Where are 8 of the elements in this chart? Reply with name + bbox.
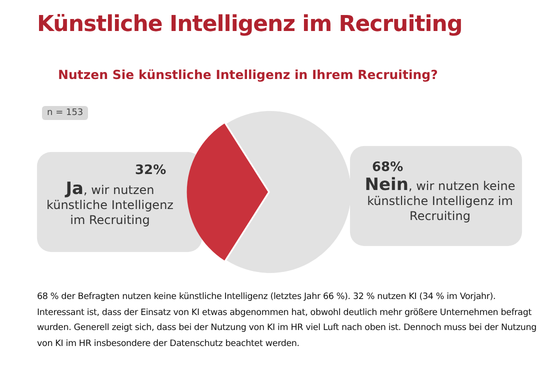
text: 68 % der Befragten nutzen keine künstliche Intelligenz (letztes Jahr 66 %). 32 % nutzen KI (34 % im Vorjahr). Interessant ist, dass der Einsatz von KI etwas abgenommen hat, obwohl deutlich mehr größere Unternehmen befragt wurden. Generell zeigt sich, dass bei der Nutzung von KI im HR viel Luft nach oben ist. Dennoch muss bei der Nutzung von KI im HR insbesondere der Datenschutz beachtet werden. xyxy=(37,291,538,350)
chart-title: Künstliche Intelligenz im Recruiting xyxy=(37,12,462,37)
slice-label: Ja, wir nutzen künstliche Intelligenz im Recruiting xyxy=(46,179,174,228)
text: n = 153 xyxy=(42,106,88,120)
chart-subtitle: Nutzen Sie künstliche Intelligenz in Ihrem Recruiting? xyxy=(58,67,438,82)
data-label: 68% xyxy=(372,160,404,175)
slice-label: Nein, wir nutzen keine künstliche Intelligenz im Recruiting xyxy=(364,175,516,224)
data-label: 32% xyxy=(135,163,166,178)
